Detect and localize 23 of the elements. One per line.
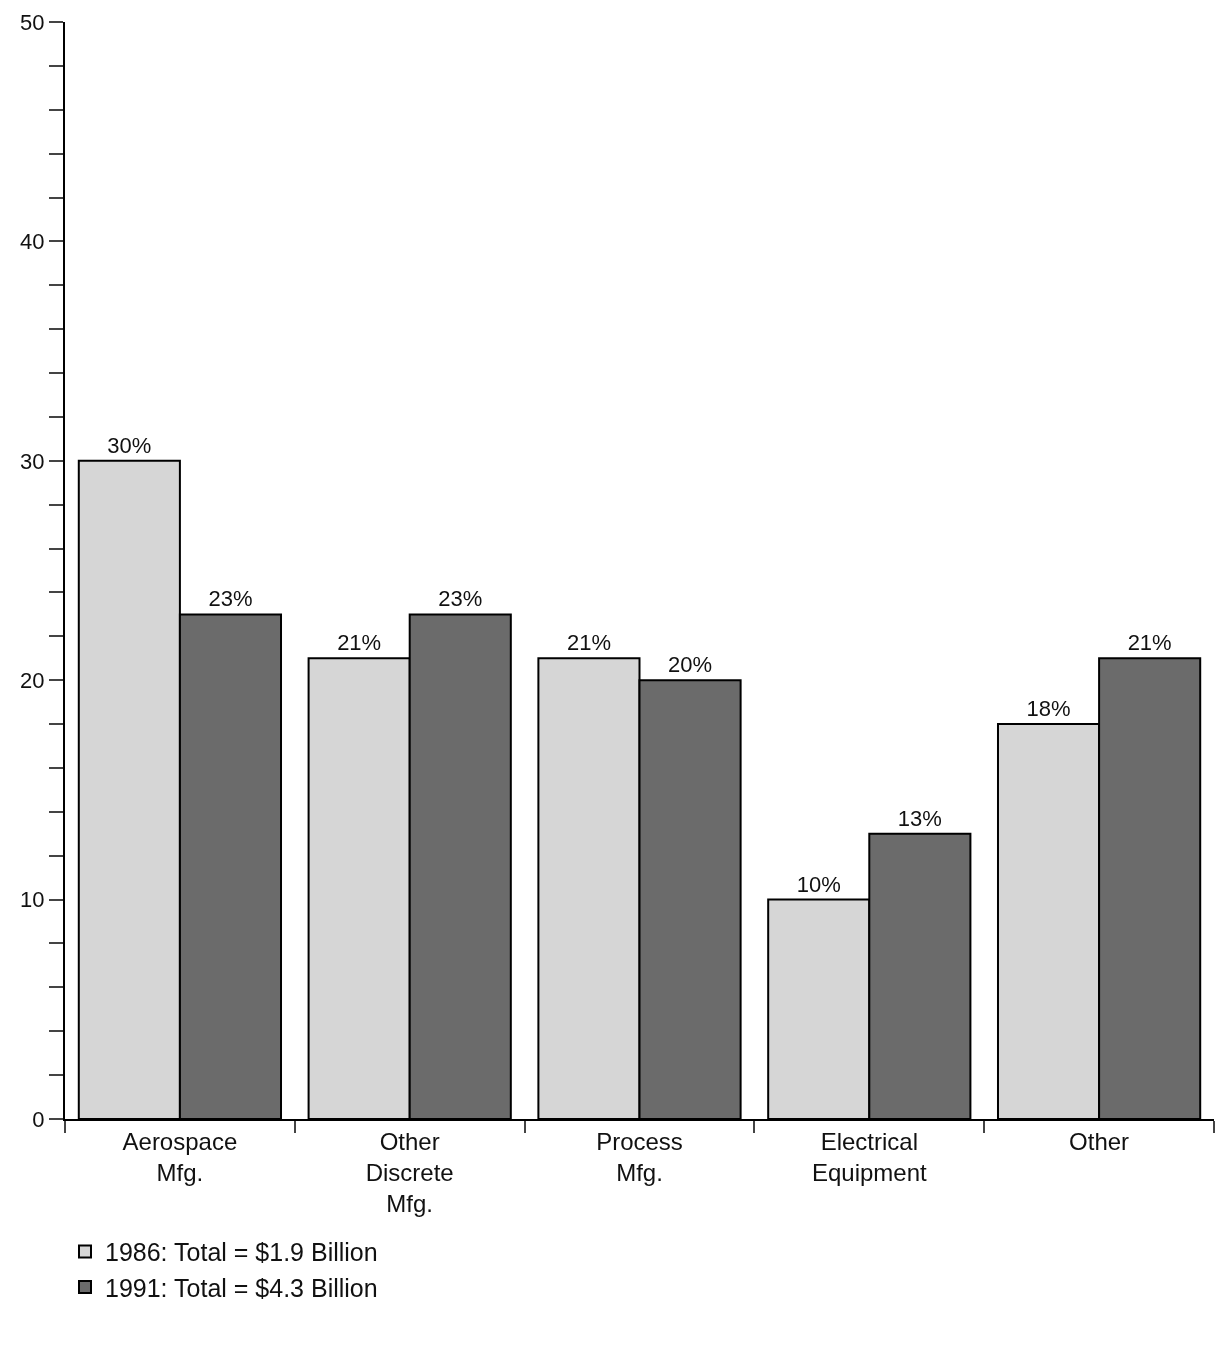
legend-label: 1991: Total = $4.3 Billion bbox=[105, 1273, 378, 1302]
x-tick-label: Electrical Equipment bbox=[811, 1127, 927, 1186]
data-label: 21% bbox=[1127, 630, 1172, 656]
y-tick-label: 20 bbox=[20, 667, 45, 693]
data-label: 23% bbox=[438, 586, 483, 612]
data-label: 18% bbox=[1026, 696, 1071, 722]
data-label: 10% bbox=[796, 871, 841, 897]
data-label: 21% bbox=[337, 630, 382, 656]
data-label: 21% bbox=[566, 630, 611, 656]
legend-label: 1986: Total = $1.9 Billion bbox=[105, 1238, 378, 1267]
x-tick-label: Process Mfg. bbox=[596, 1127, 683, 1186]
x-tick-label: Other bbox=[1069, 1127, 1130, 1155]
y-tick-label: 30 bbox=[20, 448, 45, 474]
data-label: 20% bbox=[668, 652, 713, 678]
data-label: 13% bbox=[897, 805, 942, 831]
y-tick-label: 10 bbox=[20, 887, 45, 913]
x-tick-label: Other Discrete Mfg. bbox=[365, 1127, 454, 1218]
data-label: 23% bbox=[208, 586, 253, 612]
y-tick-label: 0 bbox=[32, 1106, 45, 1132]
y-tick-label: 50 bbox=[20, 9, 45, 35]
y-tick-label: 40 bbox=[20, 229, 45, 255]
data-label: 30% bbox=[107, 432, 152, 458]
x-tick-label: Aerospace Mfg. bbox=[122, 1127, 238, 1186]
